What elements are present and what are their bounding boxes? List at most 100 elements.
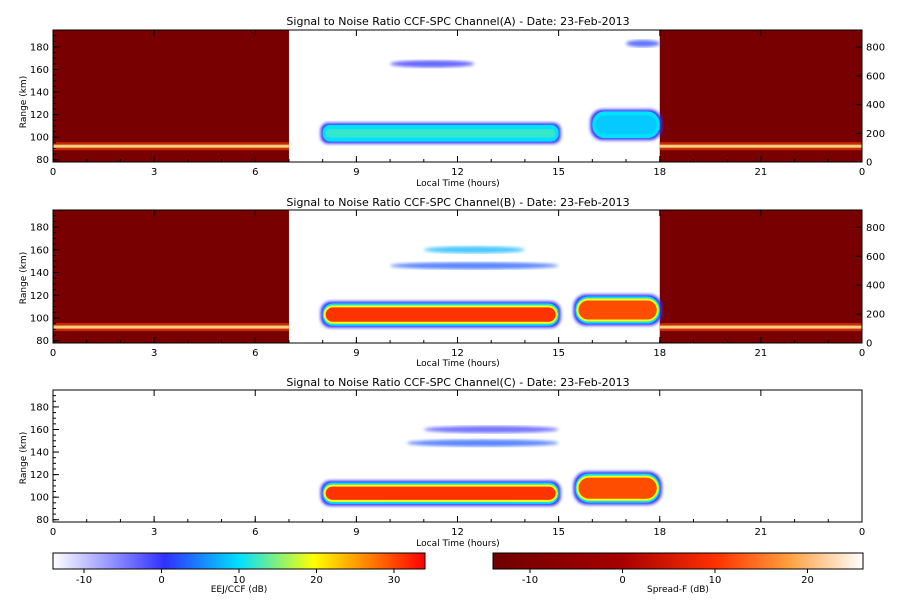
y-tick-label: 140	[30, 448, 49, 459]
panel-a-ylabel: Range (km)	[19, 76, 29, 128]
colorbar-tick-label: 20	[310, 575, 323, 586]
right-tick-label: 600	[866, 71, 885, 82]
spread-f-layer-core	[659, 325, 862, 329]
y-tick-label: 80	[36, 515, 49, 526]
x-tick-label: 21	[755, 527, 768, 538]
colorbar-tick-label: 0	[619, 575, 625, 586]
y-tick-label: 100	[30, 133, 49, 144]
y-tick-label: 160	[30, 425, 49, 436]
echo-patch	[390, 262, 559, 270]
spread-f-layer-core	[53, 325, 289, 329]
x-tick-label: 9	[353, 167, 359, 178]
echo-patch	[423, 246, 525, 254]
y-tick-label: 140	[30, 268, 49, 279]
x-tick-label: 0	[50, 167, 56, 178]
eej-band-core	[325, 486, 556, 500]
spread-f-layer-core	[53, 144, 289, 148]
spread-f-layer-core	[659, 144, 862, 148]
x-tick-label: 12	[451, 167, 464, 178]
colorbar-eej-label: EEJ/CCF (dB)	[211, 585, 268, 595]
x-tick-label: 0	[50, 527, 56, 538]
panel-b-xlabel: Local Time (hours)	[416, 359, 499, 369]
x-tick-label: 6	[252, 348, 258, 359]
right-tick-label: 800	[866, 223, 885, 234]
eej-band-core	[325, 307, 556, 322]
x-tick-label: 15	[552, 167, 565, 178]
echo-patch	[626, 40, 660, 48]
y-tick-label: 180	[30, 42, 49, 53]
y-tick-label: 80	[36, 155, 49, 166]
panel-b-plot: 0 3 6 9 12 15 18 21 0801001201401601800200400600…	[30, 209, 885, 359]
x-tick-label: 9	[353, 348, 359, 359]
colorbar-tick-label: 30	[388, 575, 401, 586]
y-tick-label: 80	[36, 336, 49, 347]
panel-c-xlabel: Local Time (hours)	[416, 539, 499, 549]
y-tick-label: 120	[30, 291, 49, 302]
colorbar-spread-f: -10 0 10 20 Spread-F (dB)	[492, 552, 864, 595]
y-tick-label: 160	[30, 245, 49, 256]
spread-f-region	[53, 30, 289, 162]
colorbar-tick-label: -10	[76, 575, 92, 586]
colorbar-eej-ticks: -10 0 10 20 30	[76, 569, 401, 586]
panel-a: Signal to Noise Ratio CCF-SPC Channel(A)…	[19, 15, 885, 189]
y-tick-label: 140	[30, 88, 49, 99]
colorbar-spread-f-label: Spread-F (dB)	[647, 585, 709, 595]
x-tick-label: 0	[859, 527, 865, 538]
x-tick-label: 0	[50, 348, 56, 359]
panel-b-ylabel: Range (km)	[19, 252, 29, 304]
colorbar-spread-f-gradient	[492, 552, 864, 570]
x-tick-label: 18	[653, 167, 666, 178]
x-tick-label: 0	[859, 348, 865, 359]
panel-a-title: Signal to Noise Ratio CCF-SPC Channel(A)…	[286, 15, 629, 28]
y-tick-label: 180	[30, 223, 49, 234]
x-tick-label: 0	[859, 167, 865, 178]
right-tick-label: 200	[866, 129, 885, 140]
panel-a-xlabel: Local Time (hours)	[416, 179, 499, 189]
panel-b: Signal to Noise Ratio CCF-SPC Channel(B)…	[19, 196, 885, 369]
panel-a-plot: 0 3 6 9 12 15 18 21 0801001201401601800200400600…	[30, 29, 885, 178]
panel-b-title: Signal to Noise Ratio CCF-SPC Channel(B)…	[286, 196, 629, 209]
colorbar-tick-label: 10	[233, 575, 246, 586]
panel-c-title: Signal to Noise Ratio CCF-SPC Channel(C)…	[286, 376, 629, 389]
x-tick-label: 21	[755, 167, 768, 178]
x-tick-label: 18	[653, 527, 666, 538]
colorbar-eej-gradient	[52, 552, 426, 570]
x-tick-label: 12	[451, 348, 464, 359]
right-tick-label: 0	[866, 158, 872, 169]
eej-band-core	[595, 115, 657, 135]
colorbar-tick-label: 10	[709, 575, 722, 586]
x-tick-label: 9	[353, 527, 359, 538]
right-tick-label: 400	[866, 281, 885, 292]
panel-c: Signal to Noise Ratio CCF-SPC Channel(C)…	[19, 376, 865, 549]
x-tick-label: 3	[151, 167, 157, 178]
right-tick-label: 800	[866, 43, 885, 54]
echo-patch	[406, 439, 559, 447]
colorbar-spread-f-ticks: -10 0 10 20	[522, 569, 814, 586]
eej-band-core	[578, 300, 657, 320]
right-tick-label: 0	[866, 339, 872, 350]
x-tick-label: 12	[451, 527, 464, 538]
eej-band-core	[325, 128, 556, 138]
y-tick-label: 100	[30, 493, 49, 504]
spread-f-region	[659, 210, 862, 343]
echo-patch	[390, 60, 475, 68]
colorbar-tick-label: -10	[522, 575, 538, 586]
y-tick-label: 100	[30, 313, 49, 324]
y-tick-label: 160	[30, 65, 49, 76]
right-tick-label: 400	[866, 100, 885, 111]
spread-f-region	[659, 30, 862, 162]
colorbar-tick-label: 20	[801, 575, 814, 586]
panel-c-ylabel: Range (km)	[19, 432, 29, 484]
y-tick-label: 120	[30, 110, 49, 121]
x-tick-label: 3	[151, 348, 157, 359]
echo-patch	[423, 425, 559, 433]
colorbar-tick-label: 0	[158, 575, 164, 586]
x-tick-label: 15	[552, 348, 565, 359]
x-tick-label: 6	[252, 167, 258, 178]
spread-f-region	[53, 210, 289, 343]
x-tick-label: 3	[151, 527, 157, 538]
right-tick-label: 200	[866, 310, 885, 321]
eej-band-core	[578, 477, 657, 499]
